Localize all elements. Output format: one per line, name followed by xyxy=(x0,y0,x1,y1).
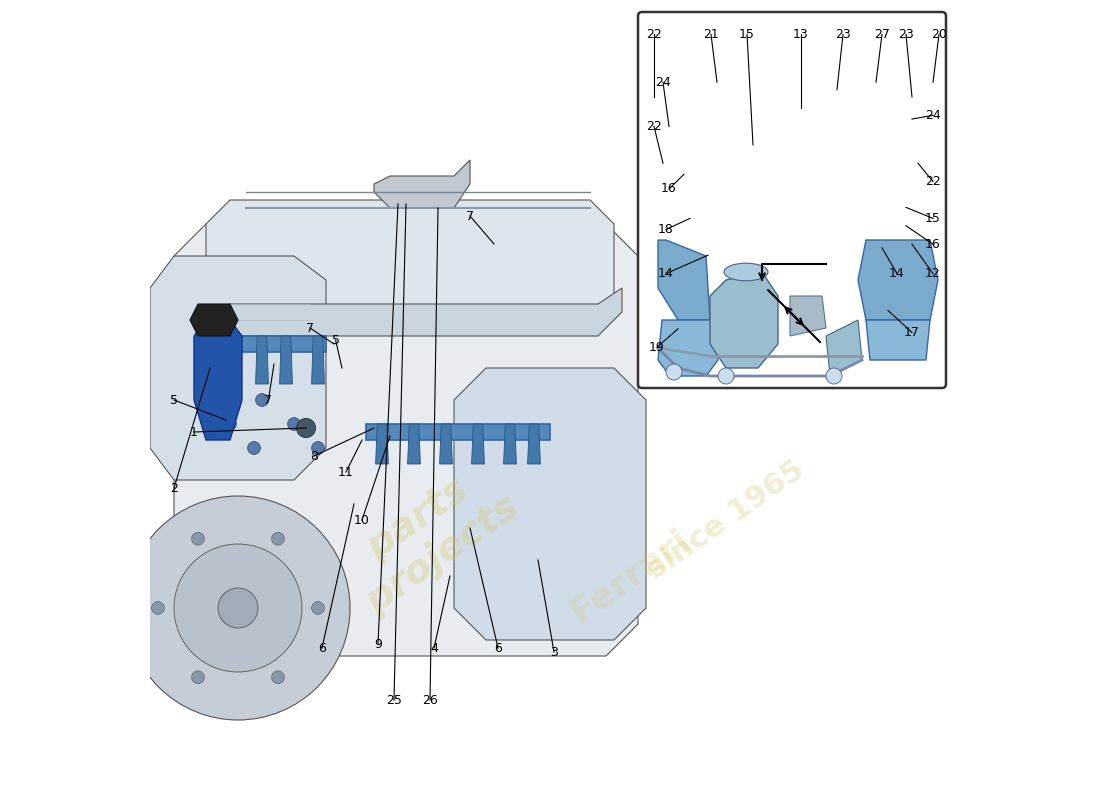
Text: 2: 2 xyxy=(170,482,178,494)
Polygon shape xyxy=(658,320,718,376)
Text: 16: 16 xyxy=(661,182,676,195)
Text: 15: 15 xyxy=(925,212,940,225)
Text: 18: 18 xyxy=(658,223,674,236)
Text: 13: 13 xyxy=(793,28,808,41)
Polygon shape xyxy=(658,240,710,320)
Polygon shape xyxy=(408,424,420,464)
Circle shape xyxy=(191,532,205,545)
Text: 24: 24 xyxy=(656,76,671,89)
Ellipse shape xyxy=(724,263,768,281)
Text: 11: 11 xyxy=(338,466,354,478)
Text: 23: 23 xyxy=(898,28,914,41)
Polygon shape xyxy=(826,320,862,376)
Polygon shape xyxy=(206,200,614,320)
Circle shape xyxy=(272,671,285,684)
Text: 6: 6 xyxy=(318,642,326,654)
Text: 17: 17 xyxy=(904,326,920,339)
Text: 7: 7 xyxy=(306,322,313,334)
Text: 22: 22 xyxy=(646,28,662,41)
Polygon shape xyxy=(194,320,242,440)
Polygon shape xyxy=(311,336,324,384)
Text: 24: 24 xyxy=(925,109,940,122)
Circle shape xyxy=(152,602,164,614)
Polygon shape xyxy=(504,424,516,464)
Text: Ferrari: Ferrari xyxy=(563,522,696,630)
Polygon shape xyxy=(440,424,452,464)
Text: 12: 12 xyxy=(925,267,940,280)
Polygon shape xyxy=(472,424,484,464)
Circle shape xyxy=(126,496,350,720)
Polygon shape xyxy=(454,368,646,640)
Circle shape xyxy=(272,532,285,545)
Text: 9: 9 xyxy=(374,638,382,650)
Text: 5: 5 xyxy=(331,334,340,346)
Text: 1: 1 xyxy=(190,426,198,438)
Text: 20: 20 xyxy=(931,28,947,41)
Polygon shape xyxy=(710,272,778,368)
Polygon shape xyxy=(374,160,470,208)
Polygon shape xyxy=(375,424,388,464)
Circle shape xyxy=(223,418,236,430)
Text: 16: 16 xyxy=(925,238,940,250)
Text: 3: 3 xyxy=(550,646,558,658)
Polygon shape xyxy=(366,424,550,440)
Text: 23: 23 xyxy=(835,28,851,41)
Polygon shape xyxy=(174,224,638,656)
Circle shape xyxy=(255,394,268,406)
Circle shape xyxy=(666,364,682,380)
Text: parts
projects: parts projects xyxy=(333,451,527,621)
Polygon shape xyxy=(223,336,236,384)
Text: since 1965: since 1965 xyxy=(642,455,810,585)
Text: 14: 14 xyxy=(658,267,674,280)
Text: 22: 22 xyxy=(646,120,662,133)
Text: 7: 7 xyxy=(466,210,474,222)
Text: 26: 26 xyxy=(422,694,438,706)
Polygon shape xyxy=(255,336,268,384)
Text: 4: 4 xyxy=(430,642,438,654)
Text: 14: 14 xyxy=(889,267,905,280)
Polygon shape xyxy=(790,296,826,336)
Text: 25: 25 xyxy=(386,694,402,706)
Text: 21: 21 xyxy=(703,28,719,41)
Circle shape xyxy=(826,368,842,384)
Circle shape xyxy=(248,442,261,454)
Text: 7: 7 xyxy=(264,394,273,406)
Polygon shape xyxy=(279,336,293,384)
Polygon shape xyxy=(206,288,622,344)
Polygon shape xyxy=(190,304,238,336)
Circle shape xyxy=(191,671,205,684)
Circle shape xyxy=(174,544,302,672)
Text: 10: 10 xyxy=(354,514,370,526)
Circle shape xyxy=(718,368,734,384)
Polygon shape xyxy=(214,336,326,352)
Circle shape xyxy=(296,418,316,438)
Polygon shape xyxy=(150,256,326,480)
Circle shape xyxy=(218,588,258,628)
Text: 19: 19 xyxy=(649,341,664,354)
Polygon shape xyxy=(866,320,930,360)
Text: 22: 22 xyxy=(925,175,940,188)
Text: 8: 8 xyxy=(310,450,318,462)
Text: 6: 6 xyxy=(494,642,502,654)
Polygon shape xyxy=(528,424,540,464)
FancyBboxPatch shape xyxy=(638,12,946,388)
Circle shape xyxy=(311,602,324,614)
Text: 27: 27 xyxy=(874,28,890,41)
Text: 15: 15 xyxy=(739,28,755,41)
Circle shape xyxy=(223,394,236,406)
Text: 5: 5 xyxy=(170,394,178,406)
Circle shape xyxy=(311,442,324,454)
Polygon shape xyxy=(858,240,938,320)
Circle shape xyxy=(287,418,300,430)
